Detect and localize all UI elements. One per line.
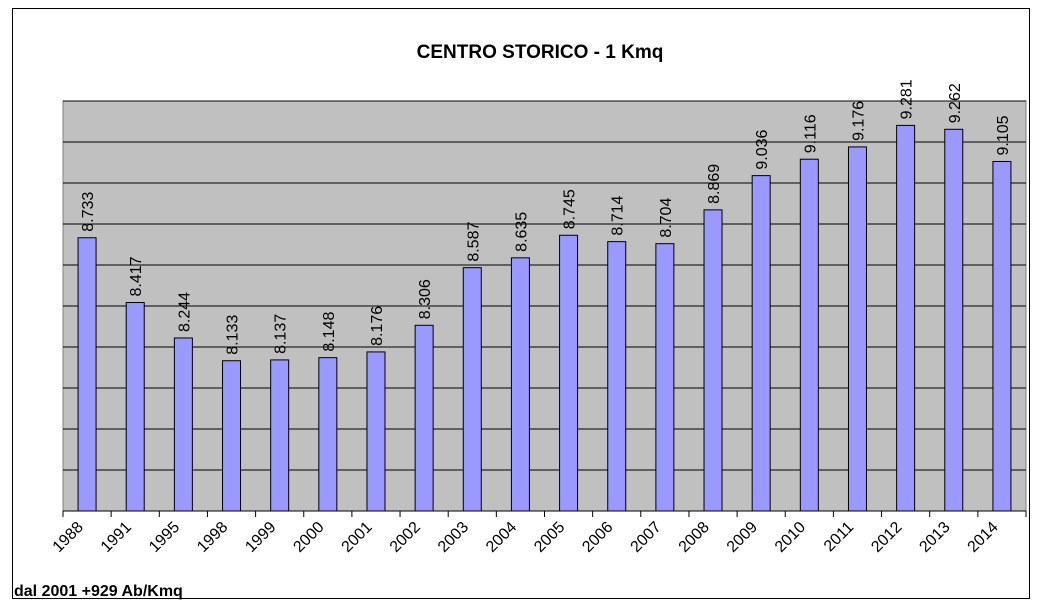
data-label: 9.262 [947,83,964,123]
bar [559,234,579,512]
data-label: 8.176 [369,306,386,346]
bar [462,267,482,512]
chart-title: CENTRO STORICO - 1 Kmq [417,42,664,63]
bar [173,337,193,512]
data-label: 8.714 [610,195,627,235]
bar [222,360,242,512]
bar [607,241,627,512]
data-label: 8.704 [658,198,675,238]
bar [414,324,434,512]
annotation: dal 2001 +929 Ab/Kmq [14,583,183,600]
bar [944,128,964,512]
bar [366,351,386,512]
data-label: 8.148 [321,312,338,352]
data-label: 8.133 [225,315,242,355]
bar [318,357,338,512]
data-label: 9.116 [802,114,819,153]
data-label: 9.281 [899,79,916,119]
bar [992,160,1012,512]
data-label: 9.036 [754,129,771,169]
bar [896,124,916,512]
data-label: 9.176 [850,101,867,141]
data-label: 8.587 [465,222,482,262]
bar [125,302,145,512]
data-label: 8.745 [562,189,579,229]
bar [270,359,290,512]
data-label: 8.306 [417,279,434,319]
bar [77,237,97,512]
data-label: 8.869 [706,164,723,204]
bar [847,146,867,512]
data-label: 8.417 [128,256,145,296]
data-label: 8.137 [273,314,290,354]
bar [799,158,819,512]
data-label: 8.244 [176,292,193,332]
data-label: 8.635 [513,212,530,252]
data-label: 9.105 [995,115,1012,155]
bar [655,243,675,512]
bar [751,175,771,512]
data-label: 8.733 [80,192,97,232]
bar [703,209,723,512]
bar [510,257,530,512]
